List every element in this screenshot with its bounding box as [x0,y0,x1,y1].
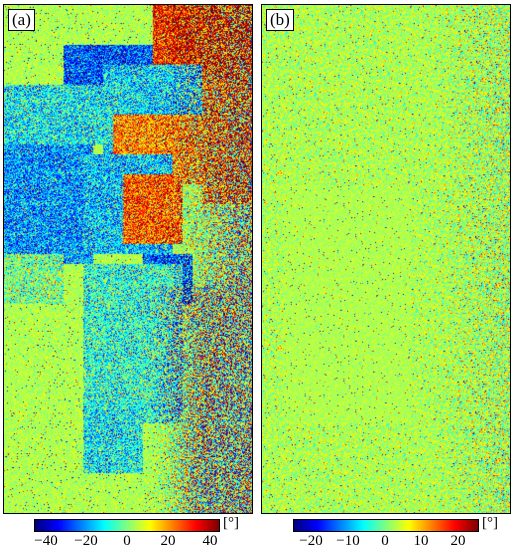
panel-a-phase-map: (a) [3,4,253,514]
colorbar-b-tick: −10 [336,533,360,549]
colorbar-b [293,519,479,532]
colorbar-a-unit: [°] [223,515,239,531]
colorbar-a [34,519,220,532]
colorbar-a-tick: −40 [34,533,58,549]
panel-a-label: (a) [8,9,35,31]
phase-image-a [4,5,252,513]
phase-image-b [262,5,510,513]
colorbar-b-tick: 20 [450,533,466,549]
colorbar-a-tick: 0 [123,533,131,549]
colorbar-a-tick: 40 [202,533,218,549]
colorbar-b-unit: [°] [482,515,498,531]
panel-b-label: (b) [266,9,294,31]
colorbar-b-tick: 10 [413,533,429,549]
colorbar-b-tick: 0 [381,533,389,549]
colorbar-b-tick: −20 [299,533,323,549]
colorbar-a-tick: 20 [160,533,176,549]
panel-b-phase-map: (b) [261,4,511,514]
colorbar-a-tick: −20 [74,533,98,549]
